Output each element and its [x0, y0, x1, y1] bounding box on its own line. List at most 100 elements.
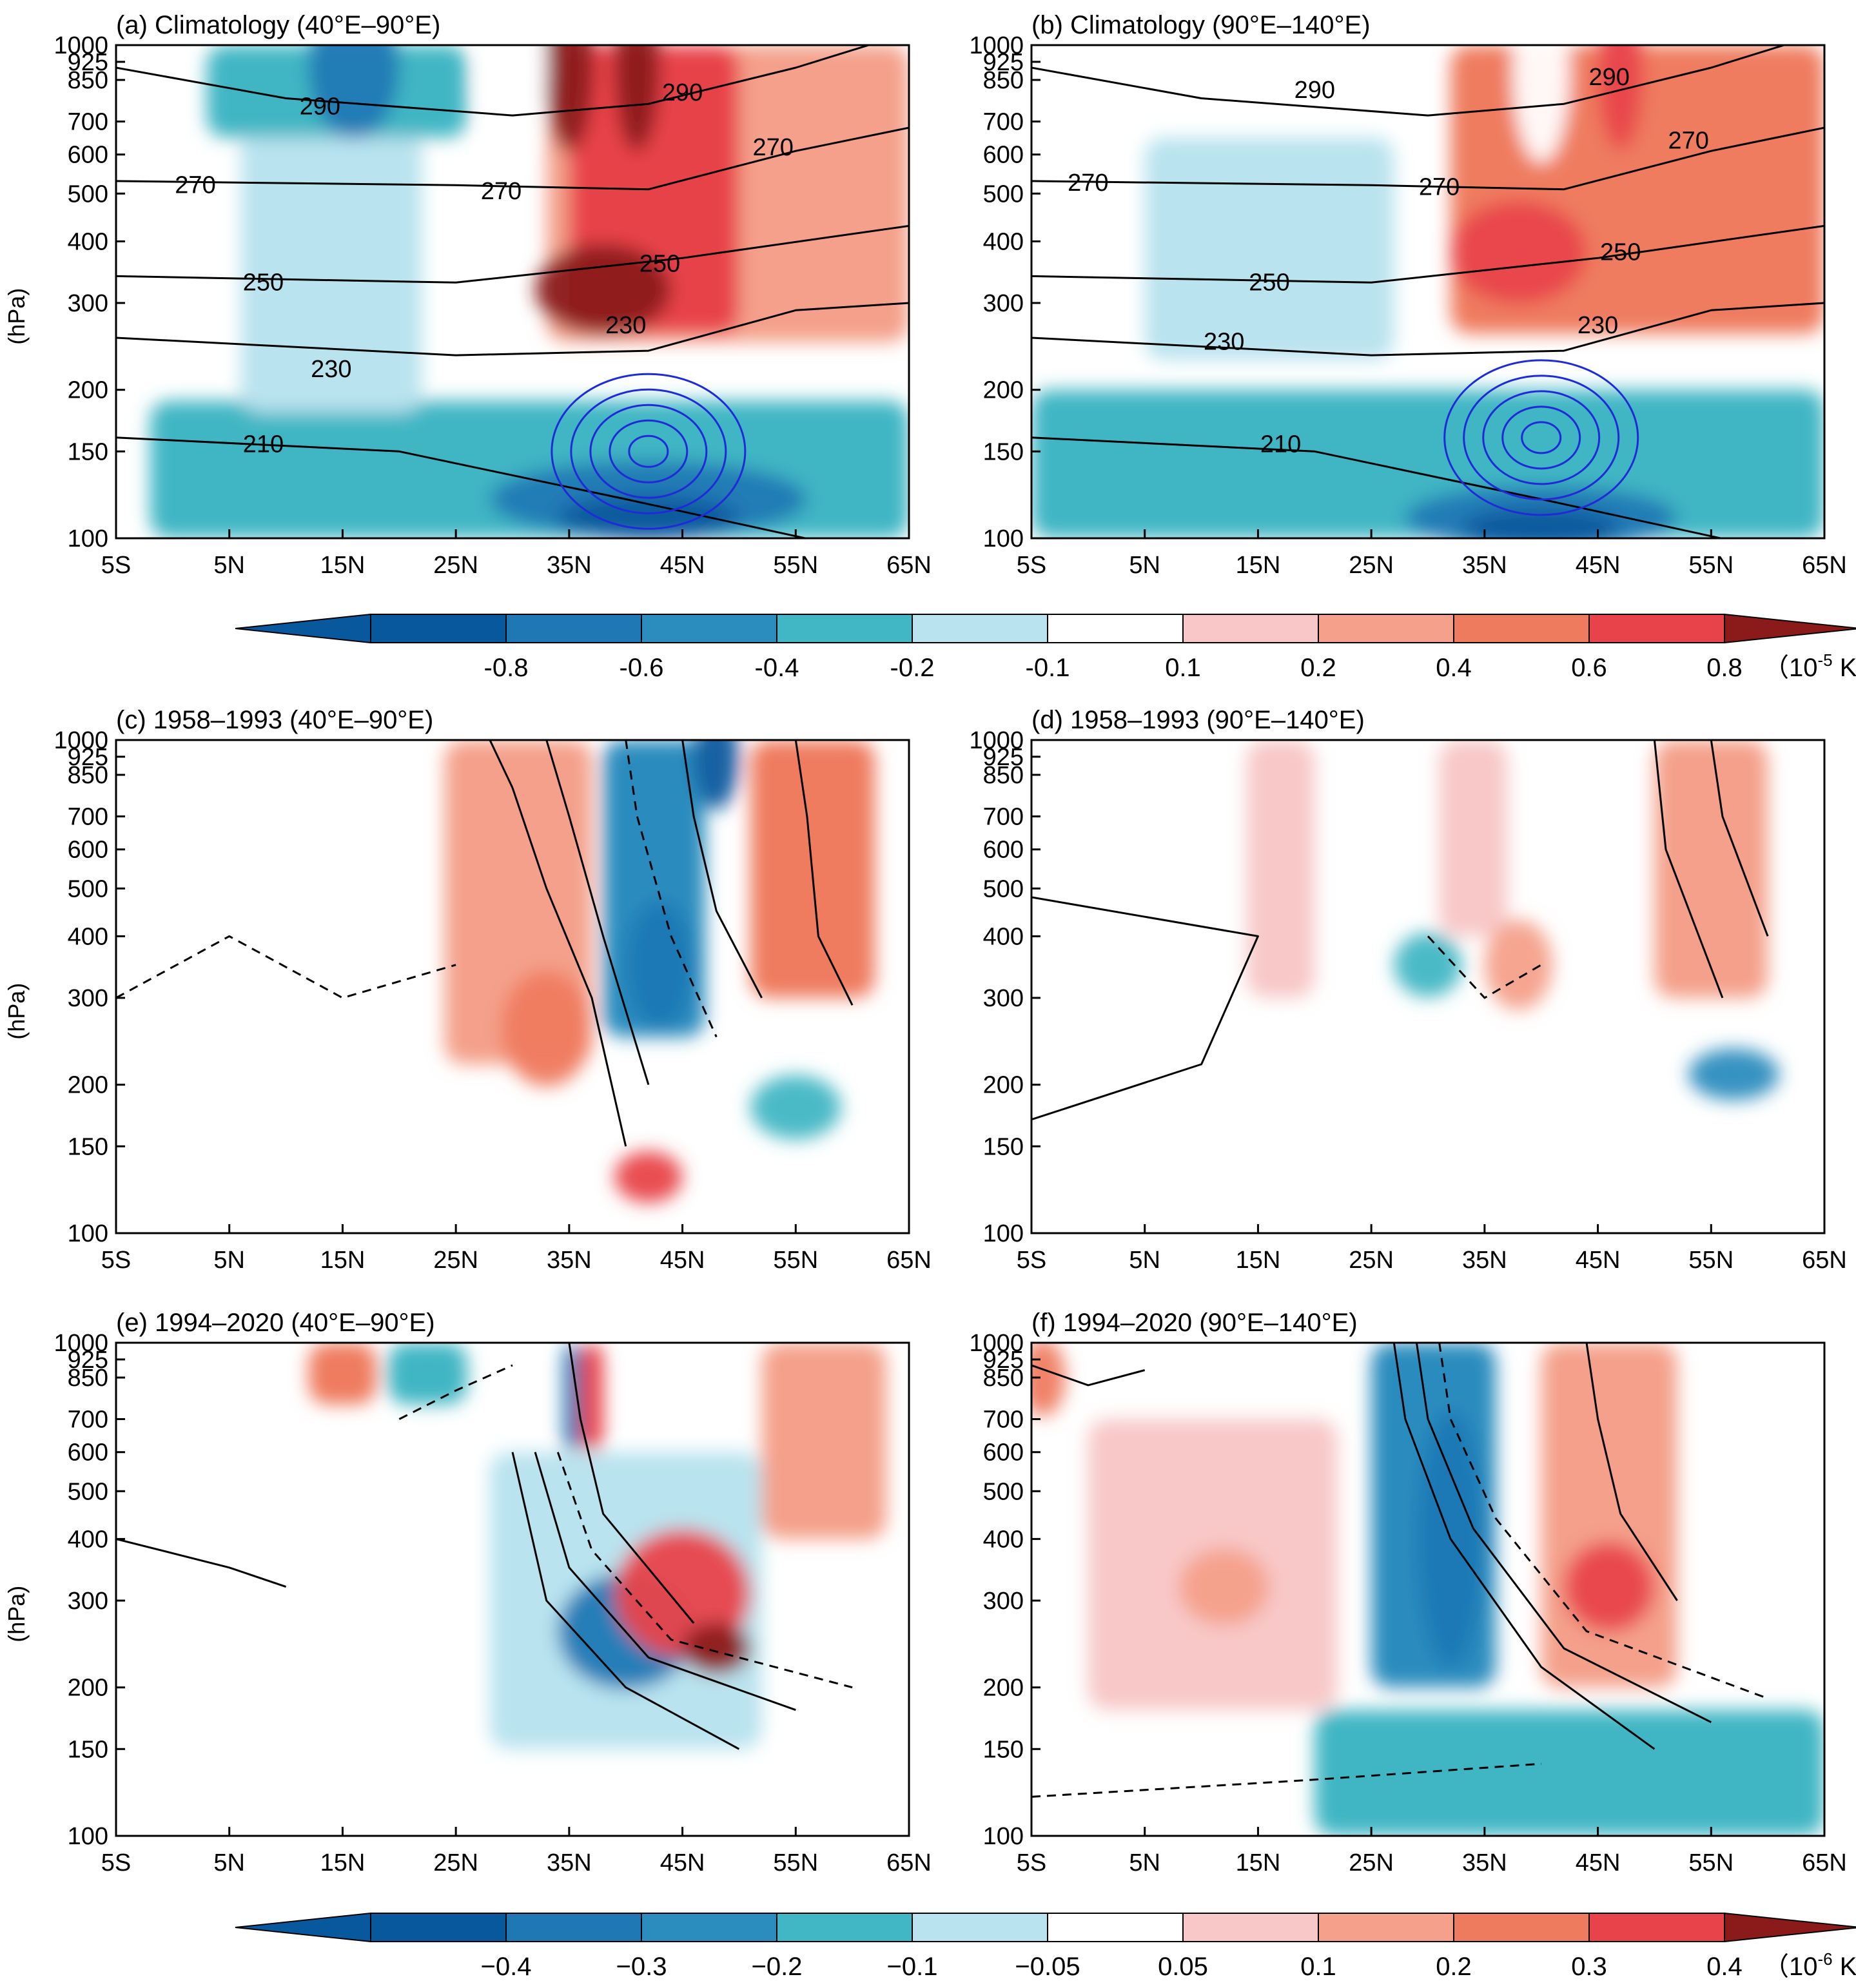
positive-west-core	[1178, 1548, 1269, 1626]
y-tick-label: 100	[983, 1220, 1024, 1247]
y-tick-label: 200	[68, 1675, 108, 1702]
panel-title: (f) 1994–2020 (90°E–140°E)	[1031, 1309, 1358, 1337]
x-tick-label: 35N	[547, 1849, 592, 1876]
y-tick-label: 600	[68, 837, 108, 864]
colorbar-swatch	[912, 614, 1048, 643]
x-tick-label: 35N	[1462, 1247, 1507, 1274]
x-tick-label: 65N	[1802, 552, 1847, 579]
temperature-contour	[116, 45, 872, 117]
jet-contour	[570, 388, 727, 514]
shading-layer	[1246, 740, 1779, 1100]
lower-negative-core	[308, 45, 400, 139]
colorbar-swatch	[370, 1913, 507, 1942]
colorbar-unit: （10-5 K m-1）	[1763, 650, 1856, 682]
y-tick-label: 925	[68, 1347, 108, 1374]
x-tick-label: 65N	[886, 1247, 932, 1274]
x-tick-label: 45N	[660, 1849, 705, 1876]
shading-layer	[444, 740, 875, 1203]
panel-c: (c) 1958–1993 (40°E–90°E) 5S 5N 15N 25N 35N 45…	[3, 706, 932, 1274]
x-tick-label: 15N	[1236, 552, 1281, 579]
colorbar-tick-label: −0.05	[1015, 1953, 1080, 1981]
y-tick-label: 850	[983, 762, 1024, 789]
y-tick-label: 100	[68, 525, 108, 552]
x-tick-label: 25N	[1349, 1247, 1394, 1274]
anomaly-contour	[681, 740, 763, 999]
temperature-contour	[116, 126, 909, 191]
y-tick-label: 925	[983, 49, 1024, 76]
y-tick-label: 400	[983, 923, 1024, 950]
contour-label: 250	[1600, 239, 1641, 266]
panel-b: 210 230 230 250 250 270 270 270 290 290 (b) Climat…	[969, 11, 1847, 579]
contour-label: 270	[1419, 173, 1460, 200]
anomaly-contour	[545, 740, 650, 1086]
jet-contour	[1463, 375, 1620, 501]
anomaly-contour	[1427, 935, 1542, 999]
contour-layer	[116, 1343, 853, 1750]
y-tick-label: 925	[983, 1347, 1024, 1374]
x-tick-label: 35N	[547, 1247, 592, 1274]
y-tick-label: 200	[68, 377, 108, 404]
y-tick-label: 150	[68, 438, 108, 465]
y-tick-label: 500	[983, 875, 1024, 902]
y-tick-label: 500	[68, 180, 108, 208]
y-tick-label: 850	[68, 67, 108, 94]
y-tick-label: 1000	[54, 32, 108, 59]
y-tick-label: 150	[983, 438, 1024, 465]
shading-layer	[1031, 45, 1824, 538]
colorbar-tick-label: 0.6	[1571, 654, 1607, 682]
positive-core	[1484, 919, 1553, 1010]
colorbar-tick-label: 0.2	[1300, 654, 1336, 682]
anomaly-contour	[489, 740, 627, 1147]
panel-e: (e) 1994–2020 (40°E–90°E) 5S 5N 15N 25N 35N 45…	[3, 1309, 932, 1876]
upper-negative-east	[750, 1075, 841, 1140]
colorbar-tick-label: -0.1	[1026, 654, 1070, 682]
panel-a: 210 230 230 250 250 270 270 270 290 290 (a) Climat…	[3, 11, 932, 579]
y-tick-label: 100	[983, 1823, 1024, 1850]
x-tick-label: 5N	[1129, 1849, 1160, 1876]
y-tick-label: 150	[983, 1736, 1024, 1763]
colorbar-high-arrow	[1724, 613, 1856, 644]
y-tick-label: 300	[68, 1588, 108, 1615]
x-tick-label: 25N	[433, 1849, 478, 1876]
y-tick-label: 600	[983, 837, 1024, 864]
temperature-contour	[116, 436, 810, 538]
contour-layer	[1031, 740, 1769, 1121]
contour-label: 230	[311, 356, 351, 383]
panel-title: (c) 1958–1993 (40°E–90°E)	[116, 706, 433, 734]
contour-label: 250	[1249, 269, 1289, 296]
contour-label: 210	[243, 431, 284, 458]
y-tick-label: 925	[68, 744, 108, 771]
x-tick-label: 65N	[886, 1849, 932, 1876]
colorbar-swatch	[641, 614, 777, 643]
temperature-contour	[1031, 224, 1824, 284]
anomaly-contour	[116, 935, 456, 999]
y-tick-label: 100	[68, 1220, 108, 1247]
y-axis-label: (hPa)	[3, 983, 30, 1040]
neutral-gap	[1512, 45, 1570, 163]
colorbar-swatch	[1318, 614, 1454, 643]
x-tick-label: 5N	[213, 552, 245, 579]
mid-negative-band	[240, 121, 422, 413]
y-tick-label: 925	[68, 49, 108, 76]
colorbar-anomaly: −0.4 −0.3 −0.2 −0.1 −0.05 0.05 0.1 0.2 0.3 0.4 （10…	[235, 1912, 1856, 1981]
y-tick-label: 200	[983, 377, 1024, 404]
anomaly-contour	[1415, 1343, 1712, 1724]
temperature-contour	[116, 224, 909, 284]
temperature-contour	[1031, 436, 1726, 538]
x-tick-label: 25N	[433, 552, 478, 579]
x-tick-label: 55N	[773, 1849, 818, 1876]
y-tick-label: 400	[983, 228, 1024, 255]
positive-strip-2	[1439, 740, 1507, 937]
x-tick-label: 15N	[1236, 1849, 1281, 1876]
x-tick-label: 25N	[1349, 552, 1394, 579]
y-tick-label: 400	[68, 228, 108, 255]
colorbar-tick-label: 0.3	[1571, 1953, 1607, 1981]
colorbar-swatch	[505, 1913, 642, 1942]
y-tick-label: 400	[983, 1526, 1024, 1553]
y-tick-label: 600	[983, 142, 1024, 169]
upper-positive-max	[682, 1623, 751, 1675]
colorbar-tick-label: 0.4	[1706, 1953, 1743, 1981]
y-tick-label: 1000	[969, 727, 1024, 754]
upper-negative-core	[1688, 1048, 1779, 1100]
y-axis-label: (hPa)	[3, 288, 30, 345]
